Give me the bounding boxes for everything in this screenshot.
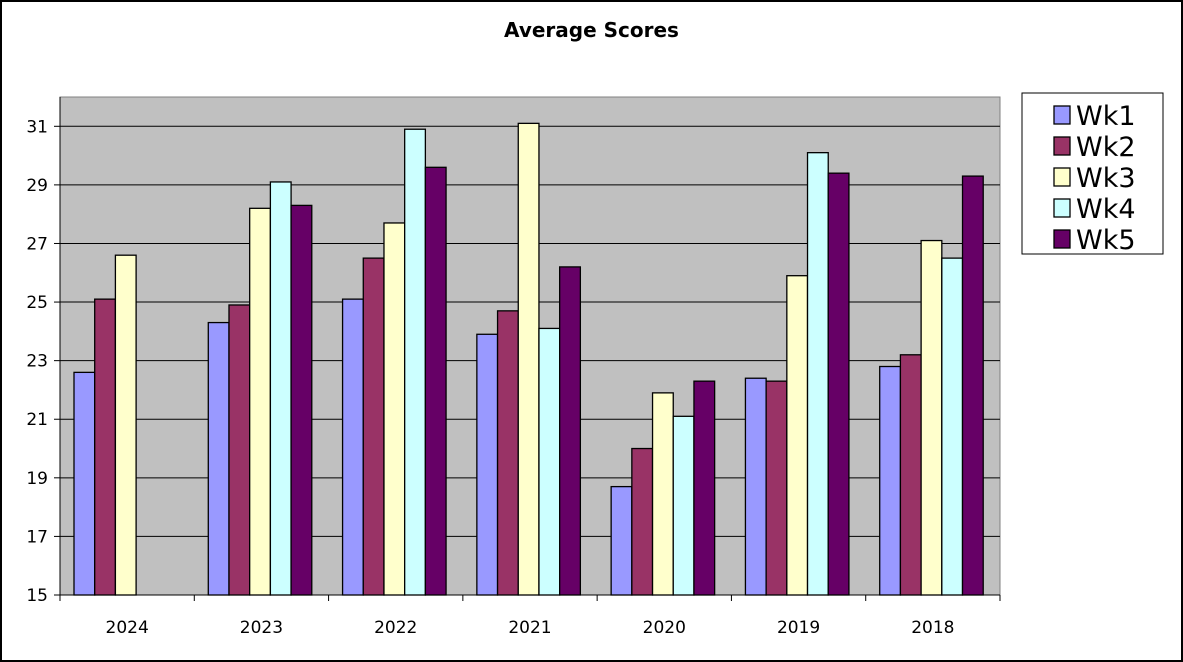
- bar-wk5-2020: [693, 380, 716, 596]
- legend-label-wk5: Wk5: [1076, 225, 1136, 256]
- bar-wk1-2024: [73, 371, 96, 596]
- y-tick-label: 29: [26, 176, 48, 196]
- bar-wk2-2020: [631, 447, 654, 596]
- bar-wk5-2021: [559, 266, 582, 596]
- axes: 15 17 19 21 23 25 27 29 31 2024 2023 2022 2021 2020 20…: [26, 97, 1001, 638]
- bar-wk5-2019: [827, 172, 850, 596]
- bar-wk3-2023: [249, 207, 272, 596]
- x-tick-label: 2019: [777, 618, 820, 638]
- x-tick-label: 2018: [911, 618, 954, 638]
- y-tick-label: 17: [26, 527, 48, 547]
- bar-wk2-2023: [228, 304, 251, 596]
- bars-group: [73, 122, 984, 596]
- bar-wk1-2021: [476, 333, 499, 596]
- y-tick-label: 19: [26, 469, 48, 489]
- y-tick-label: 25: [26, 293, 48, 313]
- bar-wk1-2023: [207, 321, 230, 596]
- x-tick-label: 2024: [106, 618, 149, 638]
- bar-wk2-2019: [765, 380, 788, 596]
- y-tick-label: 23: [26, 352, 48, 372]
- bar-wk4-2021: [538, 327, 561, 596]
- bar-wk3-2022: [383, 222, 406, 596]
- y-tick-label: 31: [26, 117, 48, 137]
- bar-wk1-2022: [341, 298, 364, 596]
- bar-wk3-2018: [920, 239, 943, 596]
- x-tick-label: 2021: [508, 618, 551, 638]
- y-tick-label: 21: [26, 410, 48, 430]
- bar-wk4-2023: [269, 181, 292, 596]
- y-tick-label: 27: [26, 234, 48, 254]
- bar-wk2-2018: [899, 354, 922, 596]
- y-tick-label: 15: [26, 586, 48, 606]
- bar-wk2-2021: [496, 310, 519, 596]
- bar-wk4-2020: [672, 415, 695, 596]
- bar-wk5-2018: [961, 175, 984, 596]
- bar-wk4-2018: [941, 257, 964, 596]
- x-tick-label: 2023: [240, 618, 283, 638]
- bar-wk5-2022: [424, 166, 447, 596]
- bar-wk3-2020: [651, 392, 674, 596]
- bar-wk5-2023: [290, 204, 313, 596]
- legend-label-wk1: Wk1: [1076, 101, 1136, 132]
- bar-wk1-2018: [879, 365, 902, 596]
- bar-wk4-2019: [806, 152, 829, 596]
- legend-label-wk2: Wk2: [1076, 132, 1136, 163]
- legend-label-wk4: Wk4: [1076, 194, 1136, 225]
- bar-wk2-2022: [362, 257, 385, 596]
- bar-wk1-2020: [610, 485, 633, 596]
- legend-swatch-wk2: [1053, 136, 1071, 156]
- x-tick-label: 2020: [643, 618, 686, 638]
- bar-wk3-2021: [517, 122, 540, 596]
- chart-title: Average Scores: [504, 18, 679, 42]
- bar-wk2-2024: [94, 298, 117, 596]
- bar-wk4-2022: [404, 128, 427, 596]
- x-tick-label: 2022: [374, 618, 417, 638]
- legend-label-wk3: Wk3: [1076, 163, 1136, 194]
- legend-swatch-wk3: [1053, 167, 1071, 187]
- legend-swatch-wk5: [1053, 229, 1071, 249]
- legend-swatch-wk1: [1053, 105, 1071, 125]
- bar-wk3-2019: [786, 275, 809, 596]
- bar-wk1-2019: [744, 377, 767, 596]
- bar-wk3-2024: [114, 254, 137, 596]
- legend-swatch-wk4: [1053, 198, 1071, 218]
- legend-box: [1021, 92, 1164, 255]
